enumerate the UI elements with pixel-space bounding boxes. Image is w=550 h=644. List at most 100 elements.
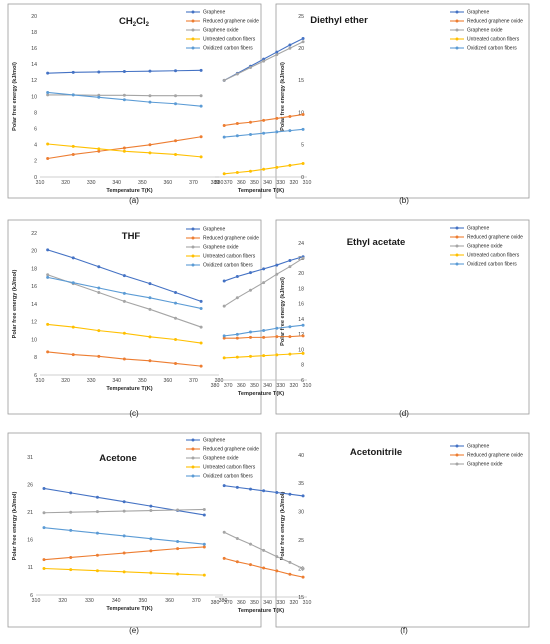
x-tick-label: 380 (219, 598, 228, 604)
data-point (301, 323, 305, 327)
data-point (176, 547, 180, 551)
x-tick-label: 310 (36, 378, 45, 384)
data-point (69, 491, 73, 495)
y-tick-label: 6 (301, 378, 304, 384)
data-point (235, 274, 239, 278)
data-point (176, 572, 180, 576)
legend-label: Oxidized carbon fibers (203, 46, 253, 52)
panel-frame (275, 219, 530, 415)
data-point (97, 354, 101, 358)
data-point (301, 334, 305, 338)
data-point (199, 364, 203, 368)
data-point (275, 353, 279, 357)
data-point (262, 167, 266, 171)
data-point (122, 551, 126, 555)
panel-caption: (b) (399, 196, 409, 205)
data-point (288, 129, 292, 133)
data-point (42, 511, 46, 515)
data-point (42, 526, 46, 530)
data-point (202, 513, 206, 517)
y-tick-label: 18 (298, 286, 304, 292)
y-tick-label: 8 (301, 363, 304, 369)
x-tick-label: 310 (303, 600, 312, 606)
x-tick-label: 360 (164, 378, 173, 384)
legend-marker (455, 444, 459, 448)
legend-marker (191, 236, 195, 240)
data-point (288, 325, 292, 329)
data-point (222, 334, 226, 338)
data-point (199, 68, 203, 72)
data-point (275, 326, 279, 330)
data-point (174, 102, 178, 106)
data-point (235, 536, 239, 540)
data-point (174, 290, 178, 294)
chart-panel-2: 0510152025310320330340350360370380Temper… (211, 3, 530, 205)
x-tick-label: 330 (276, 180, 285, 186)
data-point (248, 120, 252, 124)
legend-label: Reduced graphene oxide (467, 19, 523, 25)
data-point (122, 274, 126, 278)
x-tick-label: 360 (237, 180, 246, 186)
data-point (149, 537, 153, 541)
chart-title: Acetone (99, 453, 136, 464)
x-tick-label: 330 (87, 180, 96, 186)
data-point (122, 98, 126, 102)
data-point (46, 248, 50, 252)
data-point (71, 152, 75, 156)
data-point (301, 161, 305, 165)
legend-label: Graphene oxide (467, 28, 503, 34)
data-point (275, 50, 279, 54)
data-point (176, 508, 180, 512)
x-tick-label: 370 (224, 180, 233, 186)
x-tick-label: 320 (290, 383, 299, 389)
legend-marker (191, 37, 195, 41)
data-point (122, 331, 126, 335)
y-tick-label: 5 (301, 143, 304, 149)
data-point (248, 330, 252, 334)
y-tick-label: 40 (298, 453, 304, 459)
x-tick-label: 350 (250, 383, 259, 389)
x-axis-title: Temperature T(K) (238, 608, 284, 614)
x-tick-label: 360 (237, 383, 246, 389)
data-point (288, 163, 292, 167)
legend-marker (455, 28, 459, 32)
legend-label: Graphene (203, 10, 225, 16)
y-tick-label: 18 (31, 266, 37, 272)
y-tick-label: 15 (298, 595, 304, 601)
y-tick-label: 14 (31, 302, 37, 308)
y-axis-title: Polar free energy (kJ/mol) (280, 62, 286, 131)
y-tick-label: 25 (298, 538, 304, 544)
data-point (199, 306, 203, 310)
chart-title: THF (122, 231, 141, 242)
legend-label: Oxidized carbon fibers (467, 46, 517, 52)
y-tick-label: 2 (34, 159, 37, 165)
x-tick-label: 340 (263, 600, 272, 606)
chart-panel-6: 152025303540310320330340350360370380Temp… (211, 432, 530, 635)
data-point (235, 122, 239, 126)
data-point (174, 152, 178, 156)
data-point (148, 335, 152, 339)
legend-marker (191, 254, 195, 258)
y-tick-label: 20 (31, 14, 37, 20)
data-point (222, 484, 226, 488)
data-point (235, 355, 239, 359)
data-point (174, 139, 178, 143)
data-point (95, 569, 99, 573)
x-tick-label: 370 (192, 598, 201, 604)
data-point (71, 256, 75, 260)
x-axis-title: Temperature T(K) (238, 391, 284, 397)
data-point (149, 571, 153, 575)
data-point (248, 487, 252, 491)
y-tick-label: 26 (27, 482, 33, 488)
legend-label: Graphene (203, 227, 225, 233)
panel-caption: (f) (400, 626, 408, 635)
x-tick-label: 350 (138, 180, 147, 186)
data-point (222, 336, 226, 340)
panel-caption: (a) (129, 196, 139, 205)
x-tick-label: 380 (211, 383, 220, 389)
x-tick-label: 320 (290, 180, 299, 186)
data-point (275, 555, 279, 559)
data-point (262, 281, 266, 285)
